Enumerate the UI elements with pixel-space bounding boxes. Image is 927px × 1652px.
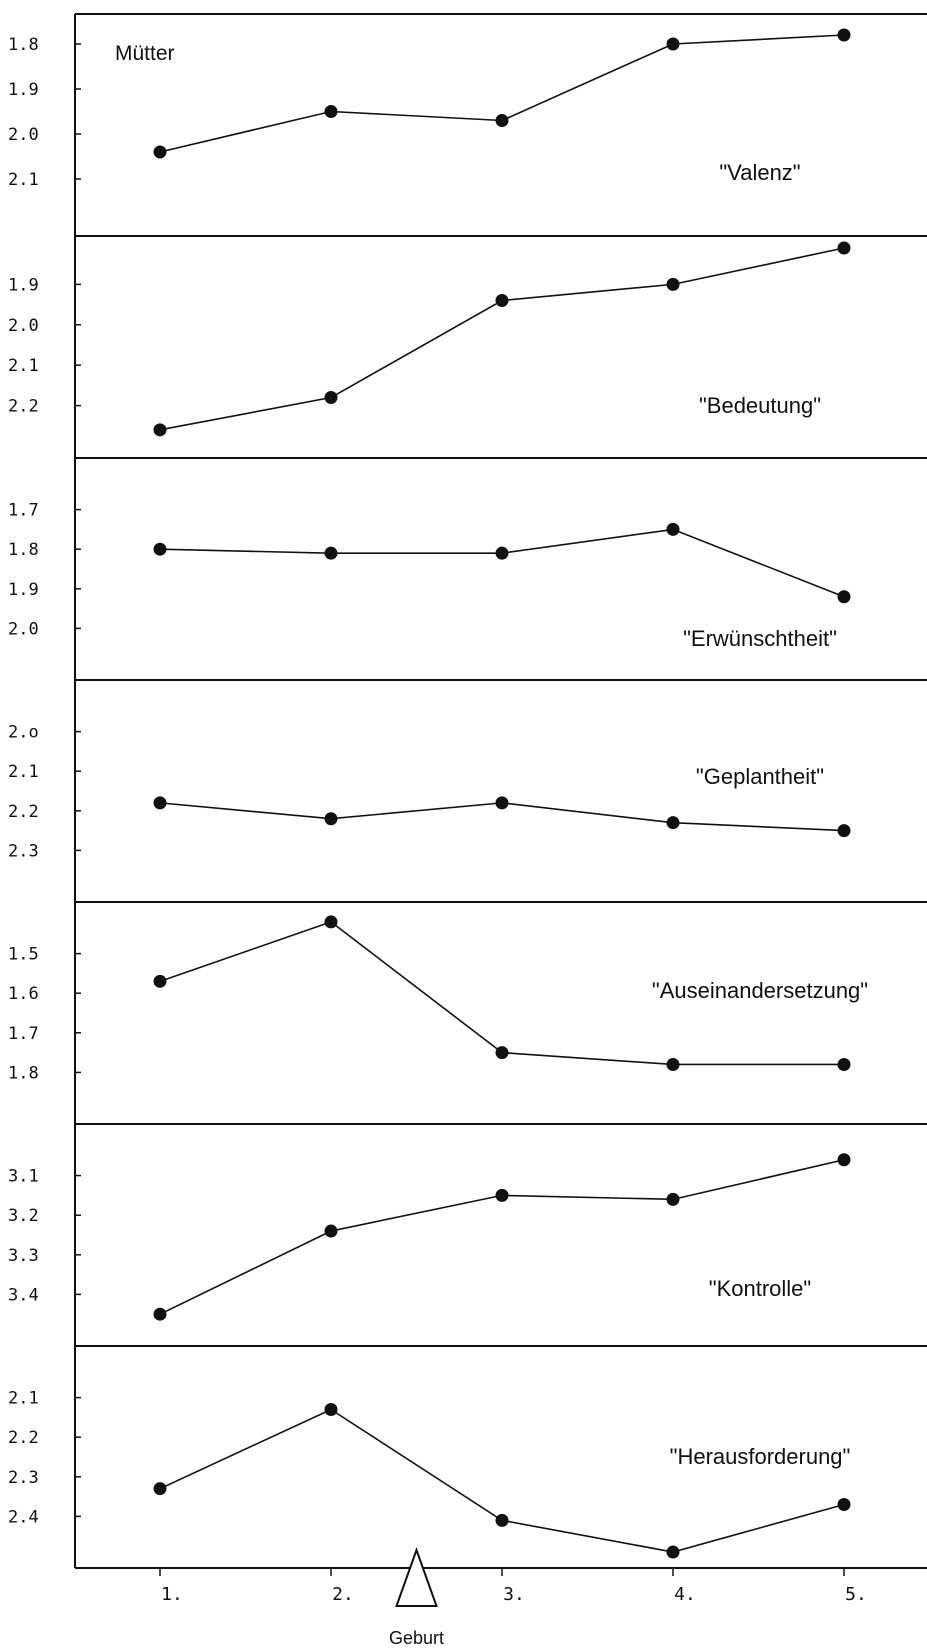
y-tick-label: 2.1 [8,356,39,376]
data-point [324,105,338,118]
y-tick-label: 1.8 [8,35,39,55]
panel-7: 2.1 2.2 2.3 2.4 "Herausforderung" [8,1346,927,1569]
x-tick-label: 5. [845,1584,867,1605]
data-point [837,1153,851,1167]
y-tick-label: 2.1 [8,1389,39,1409]
x-tick-label: 3. [503,1584,525,1605]
data-point [837,1498,851,1512]
x-tick-label: 4. [674,1584,696,1605]
data-point [495,796,509,810]
data-point [153,974,167,988]
panel-6: 3.1 3.2 3.3 3.4 "Kontrolle" [8,1124,927,1347]
y-tick-label: 2.o [8,723,39,743]
y-tick-label: 2.2 [8,802,39,822]
panel-1: 1.8 1.9 2.0 2.1 "Valenz" [8,13,927,237]
y-tick-label: 3.1 [8,1167,39,1187]
data-point [666,816,680,830]
panel-title: "Auseinandersetzung" [652,978,868,1003]
data-point [495,1188,509,1202]
series-line [159,1408,845,1553]
x-axis: 1. 2. 3. 4. 5. [159,1568,867,1605]
y-tick-label: 2.0 [8,125,39,145]
y-tick-label: 2.1 [8,170,39,190]
chart-header: Mütter [115,42,175,65]
chart-panels: 1.8 1.9 2.0 2.1 "Valenz" 1.9 2.0 2.1 2.2 "Bedeutu… [8,13,927,1569]
y-tick-label: 2.1 [8,762,39,782]
data-point [837,590,851,604]
data-point [837,241,851,255]
data-point [153,796,167,810]
data-point [837,824,851,838]
panel-title: "Valenz" [719,160,800,185]
data-point [324,812,338,826]
y-tick-label: 1.9 [8,80,39,100]
y-tick-label: 1.7 [8,501,39,521]
panel-title: "Erwünschtheit" [683,626,837,651]
y-tick-label: 2.3 [8,1468,39,1488]
y-tick-label: 3.2 [8,1206,39,1226]
panel-3: 1.7 1.8 1.9 2.0 "Erwünschtheit" [8,458,927,681]
data-point [153,1307,167,1321]
data-point [495,1513,509,1527]
data-point [666,37,680,51]
series-line [159,528,845,598]
data-point [153,145,167,159]
y-tick-label: 1.9 [8,580,39,600]
data-point [153,542,167,556]
birth-marker-triangle-icon [395,1547,438,1607]
data-point [153,423,167,437]
data-point [324,915,338,929]
data-point [324,1224,338,1238]
y-tick-label: 2.0 [8,619,39,639]
y-tick-label: 1.6 [8,984,39,1004]
data-point [324,1402,338,1416]
y-tick-label: 2.2 [8,397,39,417]
panel-2: 1.9 2.0 2.1 2.2 "Bedeutung" [8,236,927,459]
data-point [666,1057,680,1071]
data-point [495,114,509,127]
panel-title: "Geplantheit" [696,764,824,789]
y-tick-label: 1.9 [8,275,39,295]
data-point [324,546,338,560]
y-tick-label: 3.4 [8,1285,39,1305]
data-point [666,522,680,536]
panel-4: 2.o 2.1 2.2 2.3 "Geplantheit" [8,680,927,903]
panel-title: "Herausforderung" [670,1444,851,1469]
y-tick-label: 3.3 [8,1246,39,1266]
y-tick-label: 2.2 [8,1428,39,1448]
data-point [837,1057,851,1071]
panel-5: 1.5 1.6 1.7 1.8 "Auseinandersetzung" [8,902,927,1125]
data-point [495,1046,509,1060]
data-point [666,1192,680,1206]
data-point [666,277,680,291]
panel-title: "Bedeutung" [699,393,821,418]
x-tick-label: 1. [161,1584,183,1605]
data-point [495,294,509,308]
data-point [324,391,338,405]
data-point [666,1545,680,1559]
panel-title: "Kontrolle" [709,1276,811,1301]
series-line [159,34,845,153]
birth-marker: Geburt [389,1547,444,1648]
data-point [153,1482,167,1496]
data-point [837,28,851,42]
y-tick-label: 1.7 [8,1024,39,1044]
data-point [495,546,509,560]
birth-marker-label: Geburt [389,1628,444,1648]
y-tick-label: 1.8 [8,540,39,560]
x-tick-label: 2. [332,1584,354,1605]
y-tick-label: 2.3 [8,841,39,861]
y-tick-label: 1.5 [8,945,39,965]
y-tick-label: 1.8 [8,1063,39,1083]
y-tick-label: 2.0 [8,316,39,336]
y-tick-label: 2.4 [8,1507,39,1527]
